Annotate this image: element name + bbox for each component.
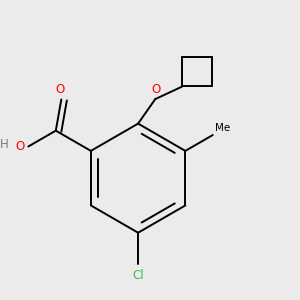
Text: O: O [151,83,160,96]
Text: H: H [0,138,9,151]
Text: Me: Me [214,123,230,133]
Text: O: O [55,83,64,96]
Text: Cl: Cl [132,268,144,282]
Text: O: O [15,140,24,153]
